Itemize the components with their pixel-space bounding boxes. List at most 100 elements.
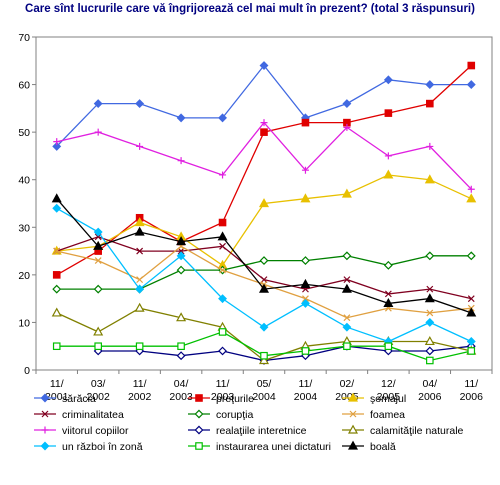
x-tick-label-line: 04/ [174,378,189,390]
data-point [424,293,435,303]
data-point [136,247,144,255]
legend-marker [347,392,359,402]
data-point [93,227,103,237]
data-point [426,99,434,108]
legend-label: instaurarea unei dictaturi [216,441,331,453]
x-tick-label-line: 11/ [216,378,230,390]
legend-label: un război în zonă [62,441,143,453]
legend-label: calamităţile naturale [370,425,464,437]
series-4 [52,251,476,294]
y-tick-label: 60 [18,80,30,92]
data-point [217,231,228,241]
legend-item: realaţiile interetnice [188,425,307,437]
data-point [219,266,226,274]
data-point [51,307,62,317]
data-point [302,295,309,303]
legend-label: corupţia [216,409,254,421]
data-point [342,99,352,109]
data-point [51,193,62,203]
data-point [341,188,352,198]
data-point [383,297,394,307]
data-point [343,314,351,322]
legend-label: sărăcia [62,393,96,405]
y-tick-label: 40 [18,175,30,187]
data-point [176,265,186,275]
x-tick-label: 11/2003 [211,378,235,403]
data-point [384,342,393,351]
data-point [176,351,186,361]
data-point [135,99,145,109]
data-point [383,169,394,179]
x-tick-label-line: 2006 [418,391,442,403]
data-point [424,174,435,184]
data-point [466,251,476,261]
data-point [93,240,104,250]
x-tick-label-line: 2004 [252,391,276,403]
data-point [383,75,393,85]
data-point [467,347,476,355]
legend-item: criminalitatea [34,409,124,421]
legend-marker [349,410,357,418]
legend-marker [194,425,204,435]
legend-item: calamităţile naturale [342,424,464,437]
data-point [218,328,227,336]
legend-marker [195,442,203,450]
legend-label: realaţiile interetnice [216,425,307,437]
x-tick-label-line: 03/ [91,378,106,390]
data-point [219,171,227,179]
data-point [259,256,269,266]
data-point [343,123,351,131]
legend: sărăcia preţurile şomajul criminalitatea cor… [34,392,464,453]
x-tick-label: 11/2001 [45,378,69,403]
x-tick-label-line: 12/ [381,378,396,390]
x-tick-label: 11/2006 [460,378,484,403]
data-point [53,138,61,146]
y-tick-label: 70 [18,32,30,44]
legend-label: viitorul copiilor [62,425,129,437]
data-point [219,242,226,250]
data-point [425,317,435,327]
legend-item: instaurarea unei dictaturi [188,441,331,453]
data-point [52,284,62,294]
data-point [426,356,434,365]
data-point [426,142,434,150]
data-point [258,198,270,208]
data-point [52,342,61,351]
x-tick-label-line: 2002 [128,391,152,403]
data-point [134,302,145,312]
data-point [425,346,435,356]
legend-item: un război în zonă [34,441,143,453]
legend-marker [41,426,49,434]
x-tick-label: 05/2004 [252,378,276,403]
series-11 [51,193,477,317]
data-point [176,251,186,261]
data-point [466,307,477,317]
data-point [218,346,227,356]
legend-item: boală [342,440,396,453]
y-tick-label: 50 [18,127,30,139]
legend-label: criminalitatea [62,409,124,421]
series-0 [52,61,476,151]
data-point [260,351,268,360]
x-tick-label-line: 11/ [464,378,478,390]
data-point [136,142,144,150]
y-tick-label: 0 [24,365,30,377]
data-point [260,119,268,127]
series-layer [51,61,477,365]
x-tick-label: 11/2004 [294,378,318,403]
data-point [301,298,310,308]
y-tick-label: 20 [18,270,30,282]
data-point [52,271,61,279]
data-point [93,326,104,336]
data-point [301,118,310,127]
series-10 [52,328,476,365]
x-tick-label-line: 04/ [423,378,438,390]
series-9 [52,203,476,346]
data-point [258,283,270,293]
series-6 [53,119,475,193]
chart-title: Care sînt lucrurile care vă îngrijorează… [25,3,475,15]
data-point [52,203,62,213]
data-point [342,251,352,261]
x-tick-label-line: 05/ [257,378,272,390]
